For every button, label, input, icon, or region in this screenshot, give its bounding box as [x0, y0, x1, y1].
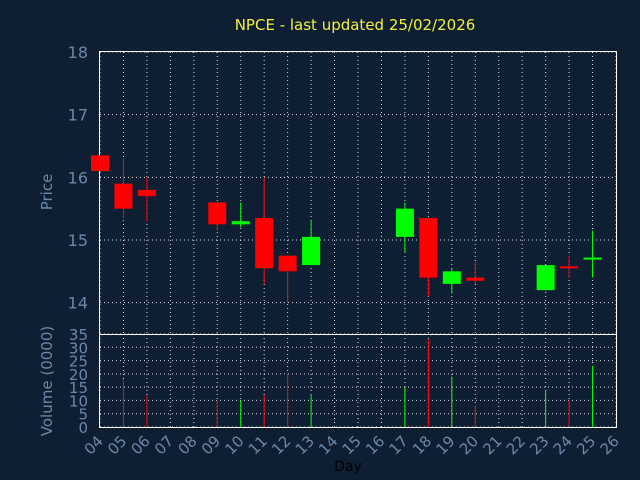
x-tick-label: 06	[128, 432, 154, 458]
x-tick-label: 24	[550, 432, 576, 458]
price-axis-title: Price	[38, 174, 56, 211]
volume-tick-label: 10	[69, 392, 88, 410]
volume-tick-label: 25	[69, 353, 88, 371]
volume-tick-label: 35	[69, 326, 88, 344]
candle-body	[208, 202, 227, 225]
candle-body	[255, 218, 274, 269]
volume-series	[122, 339, 594, 427]
candle-body	[466, 277, 485, 281]
volume-tick-label: 0	[78, 419, 88, 437]
x-tick-label: 22	[503, 432, 529, 458]
x-tick-label: 23	[526, 432, 552, 458]
volume-axis-title: Volume (0000)	[38, 326, 56, 436]
x-tick-label: 05	[104, 432, 130, 458]
x-tick-label: 21	[479, 432, 505, 458]
x-tick-label: 16	[362, 432, 388, 458]
x-axis-title: Day	[334, 459, 362, 475]
price-tick-label: 17	[68, 106, 88, 125]
candle-body	[231, 221, 250, 225]
x-tick-label: 15	[339, 432, 365, 458]
candle-body	[302, 236, 321, 266]
candle-body	[137, 189, 156, 197]
x-tick-label: 12	[268, 432, 294, 458]
volume-tick-label: 5	[78, 406, 88, 424]
x-tick-labels: 0405060708091011121314151617181920212223…	[81, 432, 623, 458]
x-tick-label: 20	[456, 432, 482, 458]
candle-body	[560, 266, 579, 269]
x-tick-label: 13	[292, 432, 318, 458]
candle-body	[114, 183, 133, 209]
candlestick-series	[91, 155, 602, 303]
x-tick-label: 08	[174, 432, 200, 458]
price-tick-label: 18	[68, 43, 88, 62]
candle-body	[395, 208, 414, 237]
x-tick-label: 10	[221, 432, 247, 458]
candle-body	[442, 271, 461, 284]
volume-tick-label: 20	[69, 366, 88, 384]
price-tick-label: 16	[68, 168, 88, 187]
price-grid	[99, 51, 617, 334]
volume-grid	[99, 333, 617, 428]
x-tick-label: 25	[573, 432, 599, 458]
volume-panel-frame	[99, 334, 617, 428]
x-tick-label: 14	[315, 432, 341, 458]
price-y-tick-labels: 14 15 16 17 18	[68, 43, 88, 313]
x-tick-label: 11	[245, 432, 271, 458]
volume-tick-label: 30	[69, 339, 88, 357]
x-tick-label: 17	[386, 432, 412, 458]
candle-body	[536, 265, 555, 291]
x-tick-label: 18	[409, 432, 435, 458]
candle-body	[419, 218, 438, 278]
x-tick-label: 07	[151, 432, 177, 458]
candle-body	[91, 155, 109, 172]
price-tick-label: 14	[68, 294, 88, 313]
price-tick-label: 15	[68, 231, 88, 250]
x-tick-label: 26	[597, 432, 623, 458]
candle-body	[278, 255, 297, 272]
candle-body	[583, 257, 602, 260]
x-tick-label: 19	[432, 432, 458, 458]
volume-tick-label: 15	[69, 379, 88, 397]
x-tick-label: 09	[198, 432, 224, 458]
chart-title: NPCE - last updated 25/02/2026	[235, 16, 476, 34]
